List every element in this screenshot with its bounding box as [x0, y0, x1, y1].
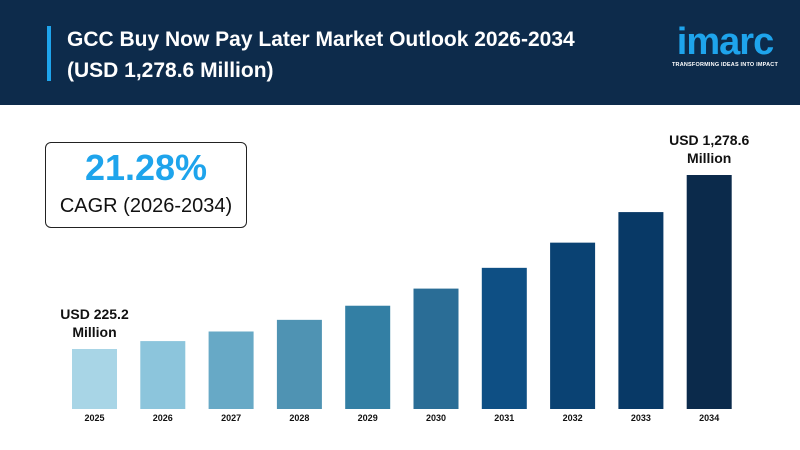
bar-2027 — [208, 331, 254, 409]
bar-2034 — [686, 175, 732, 409]
logo-tagline: TRANSFORMING IDEAS INTO IMPACT — [671, 62, 779, 68]
bar-2032 — [550, 242, 596, 409]
x-tick-label: 2032 — [563, 413, 583, 423]
data-label-2034: USD 1,278.6 — [669, 132, 749, 148]
title-line-1: GCC Buy Now Pay Later Market Outlook 202… — [67, 28, 575, 51]
data-label-2025: USD 225.2 — [60, 306, 129, 322]
x-tick-label: 2025 — [84, 413, 104, 423]
imarc-logo: imarc TRANSFORMING IDEAS INTO IMPACT — [670, 21, 780, 68]
header-banner: GCC Buy Now Pay Later Market Outlook 202… — [0, 0, 800, 105]
x-tick-label: 2028 — [289, 413, 309, 423]
x-tick-label: 2033 — [631, 413, 651, 423]
bar-2030 — [413, 288, 459, 409]
bar-2028 — [276, 319, 322, 409]
x-tick-label: 2031 — [494, 413, 514, 423]
data-label-unit-2034: Million — [687, 150, 731, 166]
title-accent-bar — [47, 26, 51, 81]
x-tick-label: 2026 — [153, 413, 173, 423]
data-label-unit-2025: Million — [72, 324, 116, 340]
cagr-value: 21.28% — [84, 147, 208, 188]
bar-2033 — [618, 212, 664, 409]
page-title: GCC Buy Now Pay Later Market Outlook 202… — [67, 24, 575, 86]
bar-2025 — [72, 349, 117, 409]
bar-2031 — [481, 267, 527, 409]
x-tick-label: 2034 — [699, 413, 719, 423]
bar-2026 — [140, 341, 186, 409]
cagr-label: CAGR (2026-2034) — [59, 195, 233, 217]
logo-word: imarc — [676, 21, 774, 63]
x-tick-label: 2027 — [221, 413, 241, 423]
title-line-2: (USD 1,278.6 Million) — [67, 59, 274, 82]
x-tick-label: 2030 — [426, 413, 446, 423]
bar-2029 — [345, 305, 391, 409]
cagr-box: 21.28% CAGR (2026-2034) — [45, 142, 247, 228]
x-tick-label: 2029 — [358, 413, 378, 423]
